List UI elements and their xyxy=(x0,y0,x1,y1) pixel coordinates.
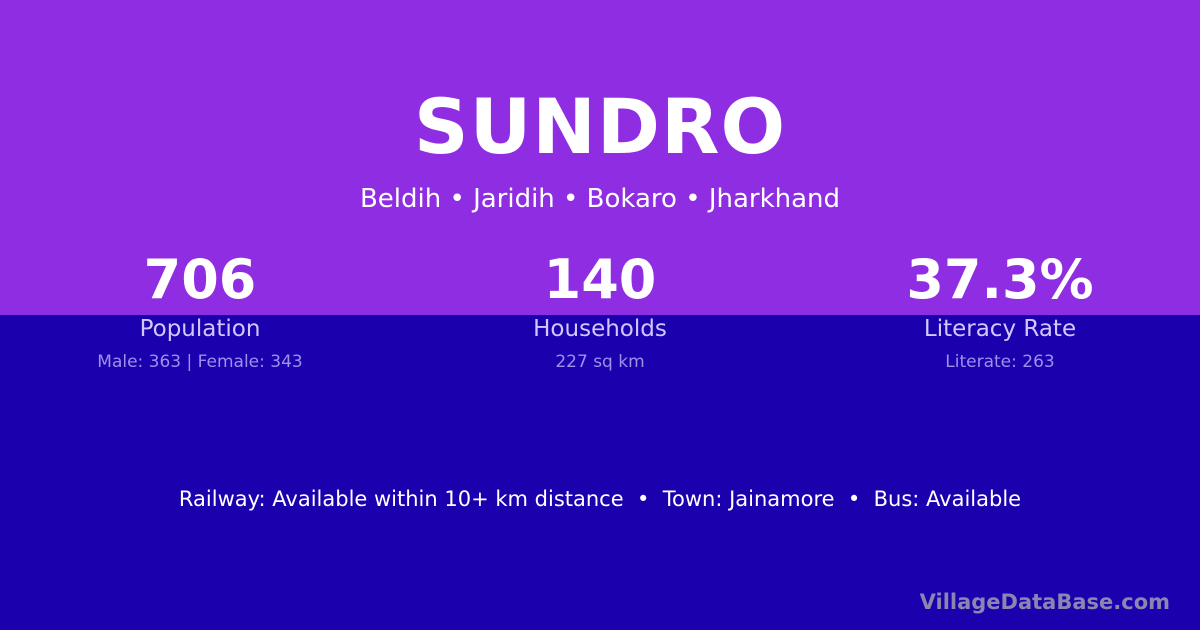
stat-label: Literacy Rate xyxy=(923,316,1077,342)
stat-households: 140 Households 227 sq km xyxy=(400,248,800,373)
stat-label: Population xyxy=(139,316,261,342)
connectivity-info: Railway: Available within 10+ km distanc… xyxy=(178,487,1022,511)
stat-value: 706 xyxy=(143,248,257,311)
stat-population: 706 Population Male: 363 | Female: 343 xyxy=(0,248,400,373)
header-background xyxy=(0,0,1200,315)
location-breadcrumb: Beldih • Jaridih • Bokaro • Jharkhand xyxy=(359,184,841,214)
stat-literacy: 37.3% Literacy Rate Literate: 263 xyxy=(800,248,1200,373)
village-title: SUNDRO xyxy=(413,82,787,171)
brand-logo: VillageDataBase.com xyxy=(919,590,1170,614)
stat-detail: 227 sq km xyxy=(555,352,645,372)
stat-value: 37.3% xyxy=(906,248,1094,311)
stat-detail: Male: 363 | Female: 343 xyxy=(97,352,303,372)
stat-detail: Literate: 263 xyxy=(945,352,1055,372)
stat-value: 140 xyxy=(543,248,657,311)
stat-label: Households xyxy=(533,316,667,342)
